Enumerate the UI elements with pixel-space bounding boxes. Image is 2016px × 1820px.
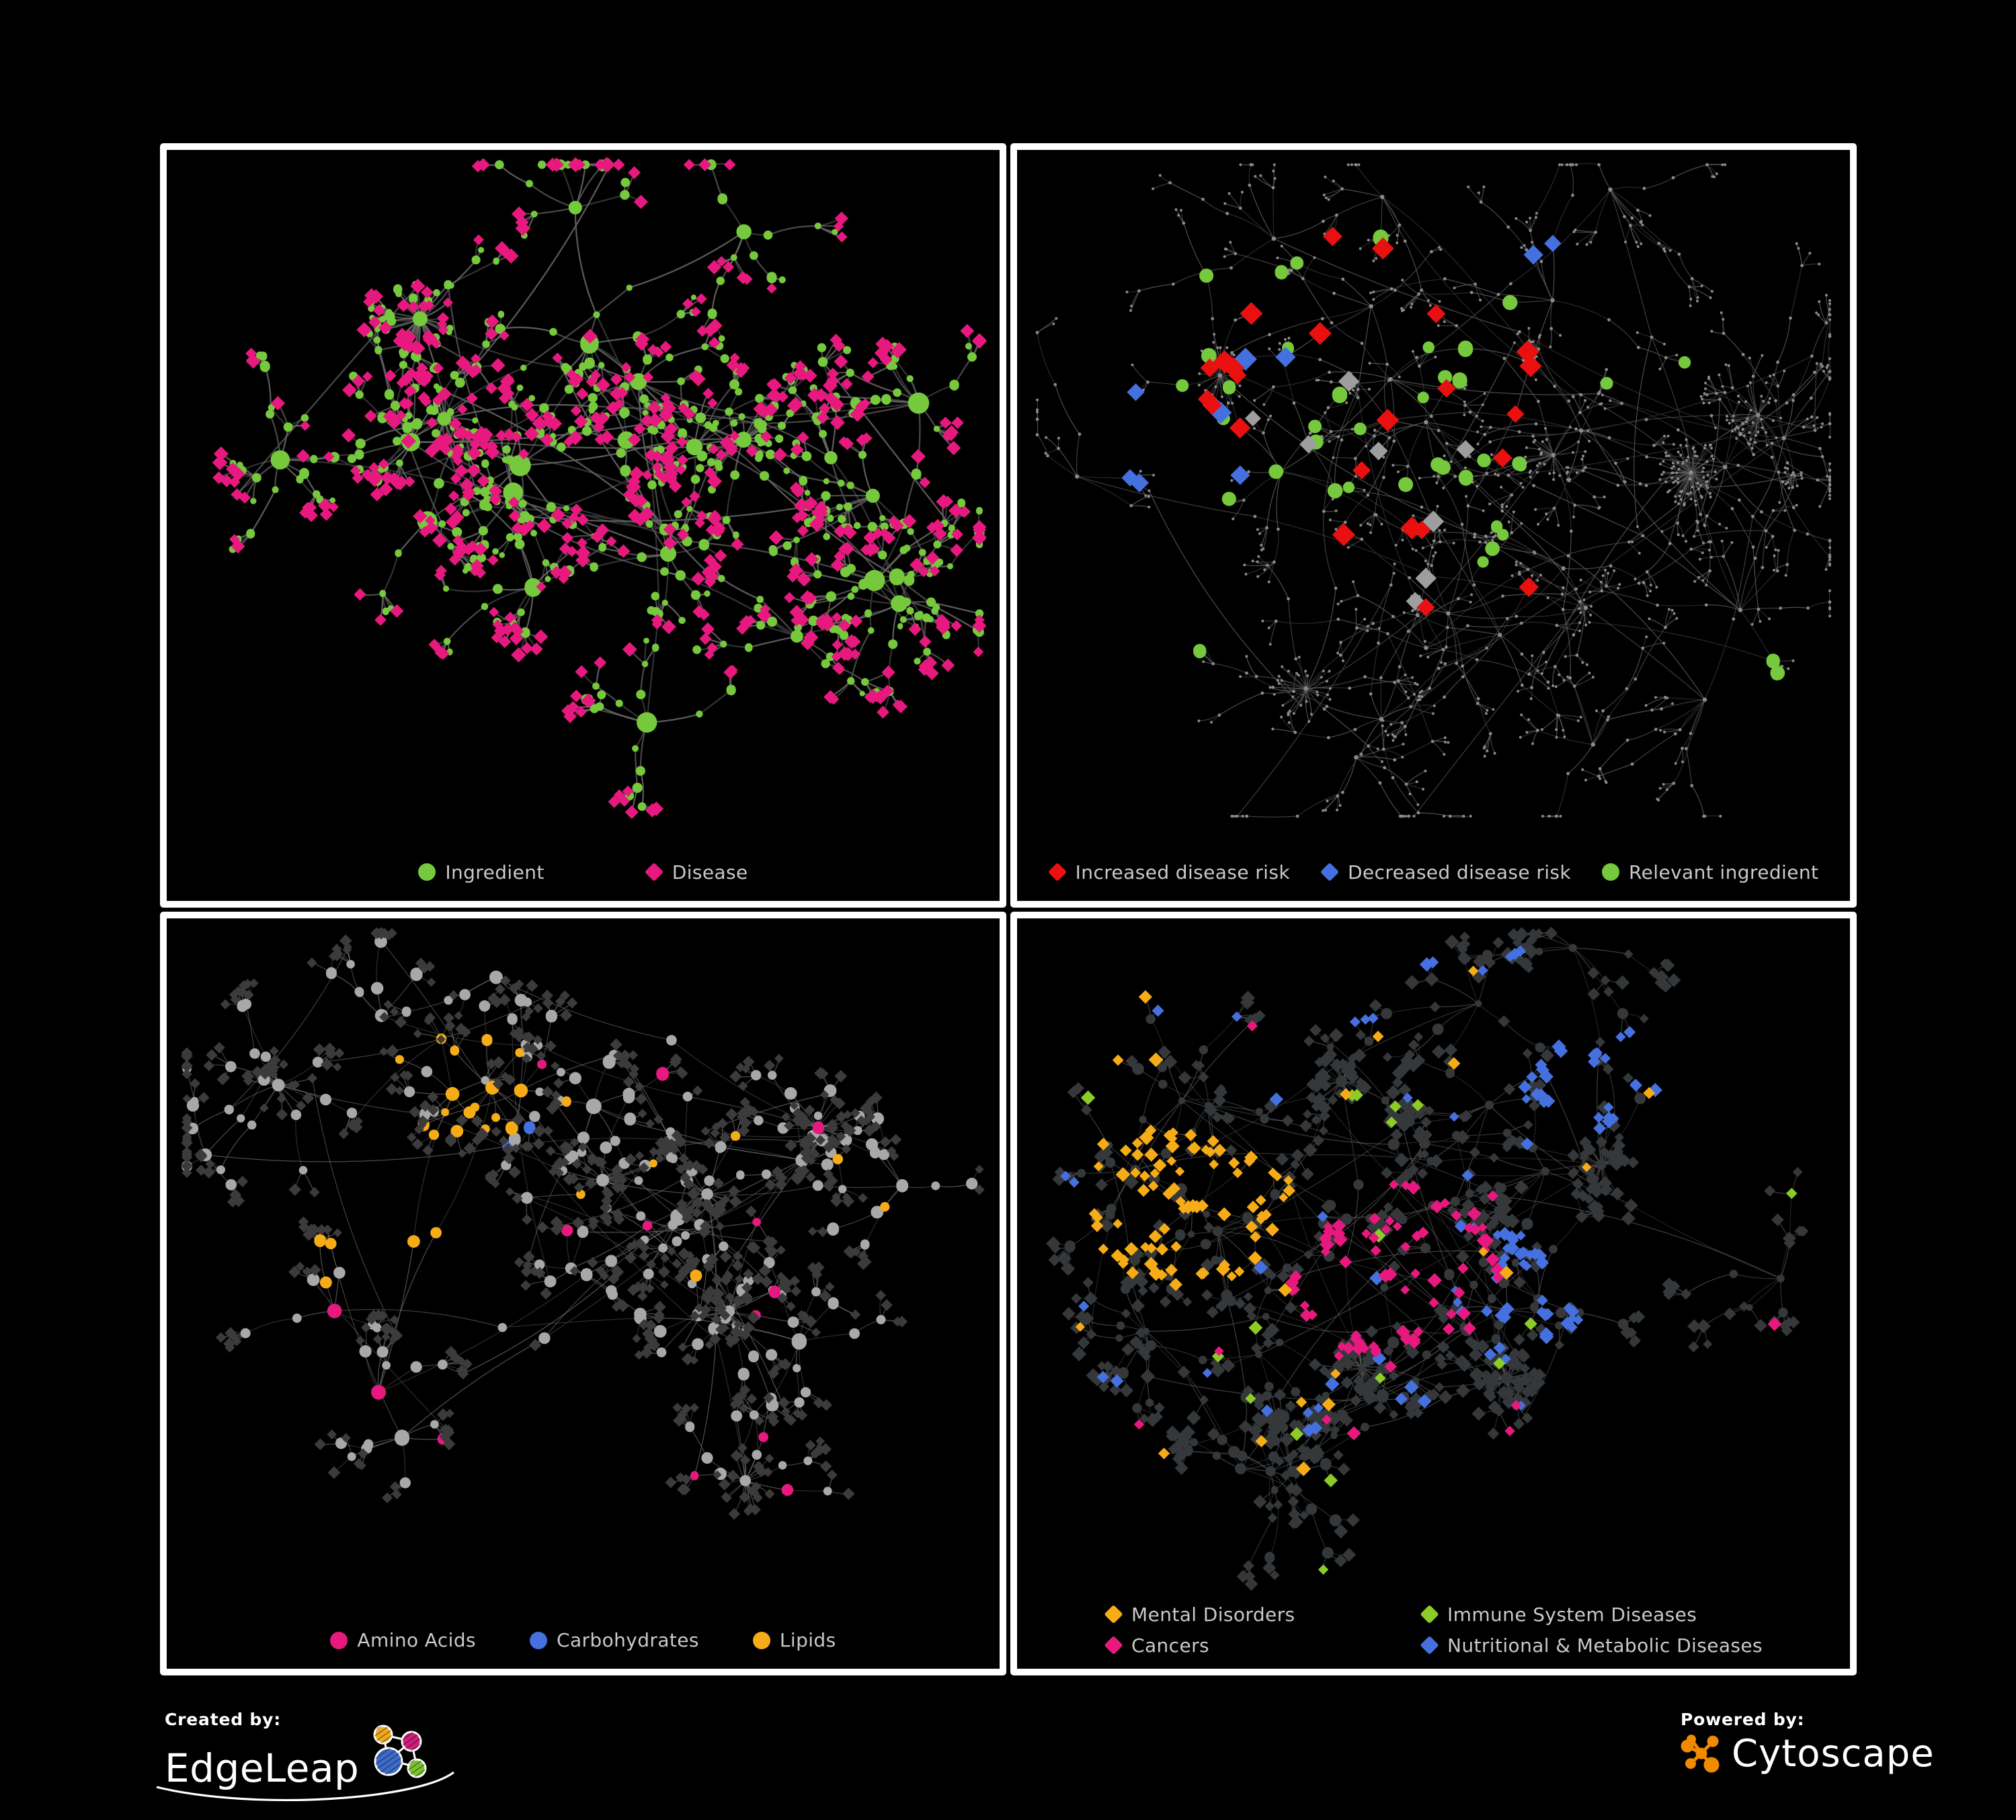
legend-label-amino-acids: Amino Acids (357, 1629, 476, 1651)
network-panel-disease-risk: Increased disease risk Decreased disease… (1010, 143, 1857, 908)
increased-risk-diamond-swatch (1047, 862, 1067, 882)
network-graph-nutrient-classes (181, 926, 985, 1519)
legend-item-amino-acids: Amino Acids (330, 1629, 476, 1651)
amino-acids-circle-swatch (330, 1631, 348, 1649)
disease-diamond-swatch (644, 862, 663, 882)
powered-by-label: Powered by: (1681, 1710, 1805, 1729)
cytoscape-brand-text: Cytoscape (1732, 1732, 1935, 1776)
edgeleap-credit: Created by: EdgeLeap (156, 1710, 454, 1806)
cytoscape-logo-icon (1681, 1734, 1720, 1772)
network-graph-disease-categories (1046, 926, 1809, 1591)
network-graph-ingredient-disease (212, 157, 987, 820)
nutritional-metabolic-diamond-swatch (1419, 1635, 1439, 1655)
legend-item-carbohydrates: Carbohydrates (530, 1629, 699, 1651)
legend-label-disease: Disease (672, 861, 748, 883)
edgeleap-brand-row: EdgeLeap (156, 1725, 454, 1806)
legend-item-ingredient: Ingredient (418, 861, 544, 883)
carbohydrates-circle-swatch (530, 1631, 547, 1649)
network-panel-disease-categories: Mental Disorders Immune System Diseases … (1010, 911, 1857, 1675)
ingredient-circle-swatch (418, 863, 436, 881)
legend-item-nutritional-metabolic: Nutritional & Metabolic Diseases (1419, 1634, 1763, 1657)
decreased-risk-diamond-swatch (1320, 862, 1340, 882)
edgeleap-logo-icon (373, 1725, 427, 1778)
network-graph-disease-risk (1035, 163, 1832, 818)
legend-ingredient-disease: Ingredient Disease (167, 861, 1000, 883)
legend-label-ingredient: Ingredient (445, 861, 545, 883)
legend-disease-risk: Increased disease risk Decreased disease… (1017, 861, 1850, 883)
cancers-diamond-swatch (1103, 1635, 1123, 1655)
legend-item-lipids: Lipids (752, 1629, 836, 1651)
relevant-ingredient-circle-swatch (1602, 863, 1620, 881)
mental-disorders-diamond-swatch (1103, 1604, 1123, 1624)
legend-item-immune-diseases: Immune System Diseases (1419, 1603, 1763, 1626)
legend-disease-categories: Mental Disorders Immune System Diseases … (1103, 1599, 1763, 1661)
cytoscape-brand-row: Cytoscape (1681, 1732, 1935, 1776)
immune-diseases-diamond-swatch (1419, 1604, 1439, 1624)
panels-grid: Ingredient Disease Increased disease ris… (160, 143, 1857, 1675)
legend-label-mental-disorders: Mental Disorders (1131, 1603, 1295, 1626)
legend-label-immune-diseases: Immune System Diseases (1447, 1603, 1697, 1626)
created-by-label: Created by: (165, 1710, 281, 1729)
legend-label-nutritional-metabolic: Nutritional & Metabolic Diseases (1447, 1634, 1763, 1657)
legend-label-lipids: Lipids (779, 1629, 836, 1651)
legend-item-disease: Disease (644, 861, 748, 883)
legend-label-relevant-ingredient: Relevant ingredient (1629, 861, 1819, 883)
edgeleap-brand-text: EdgeLeap (165, 1745, 360, 1791)
legend-item-decreased-risk: Decreased disease risk (1320, 861, 1572, 883)
legend-item-increased-risk: Increased disease risk (1047, 861, 1290, 883)
cytoscape-credit: Powered by: (1681, 1710, 1935, 1776)
network-panel-nutrient-classes: Amino Acids Carbohydrates Lipids (160, 911, 1006, 1675)
lipids-circle-swatch (752, 1631, 770, 1649)
legend-label-carbohydrates: Carbohydrates (557, 1629, 699, 1651)
legend-item-mental-disorders: Mental Disorders (1103, 1603, 1394, 1626)
legend-nutrient-classes: Amino Acids Carbohydrates Lipids (167, 1629, 1000, 1651)
legend-label-decreased-risk: Decreased disease risk (1347, 861, 1572, 883)
legend-label-increased-risk: Increased disease risk (1075, 861, 1290, 883)
legend-label-cancers: Cancers (1131, 1634, 1209, 1657)
legend-item-relevant-ingredient: Relevant ingredient (1602, 861, 1818, 883)
legend-item-cancers: Cancers (1103, 1634, 1394, 1657)
network-panel-ingredient-disease: Ingredient Disease (160, 143, 1006, 908)
